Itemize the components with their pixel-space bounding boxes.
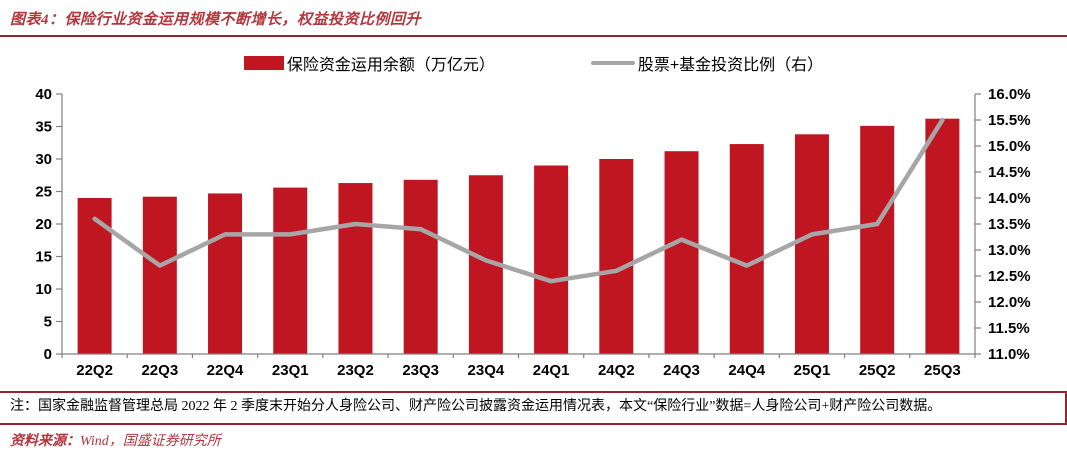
bar-24Q3 [664,151,699,354]
source-label: 资料来源： [10,434,80,449]
chart-legend: 保险资金运用余额（万亿元） 股票+基金投资比例（右） [0,37,1067,89]
left-tick-label: 20 [35,216,52,233]
left-tick-label: 30 [35,151,52,168]
bar-25Q2 [860,125,895,354]
right-tick-label: 12.0% [988,294,1031,311]
left-tick-label: 40 [35,89,52,103]
x-label-24Q2: 24Q2 [598,362,635,379]
right-tick-label: 14.0% [988,190,1031,207]
bar-series [77,118,960,354]
x-label-23Q2: 23Q2 [337,362,374,379]
x-label-23Q3: 23Q3 [402,362,439,379]
right-tick-label: 13.0% [988,242,1031,259]
right-tick-label: 16.0% [988,89,1031,103]
bar-series-label: 保险资金运用余额（万亿元） [286,57,495,74]
left-tick-label: 10 [35,281,52,298]
x-label-24Q4: 24Q4 [728,362,765,379]
axes [61,94,976,358]
x-label-25Q3: 25Q3 [924,362,961,379]
figure-title-row: 图表4：保险行业资金运用规模不断增长，权益投资比例回升 [0,0,1067,37]
left-tick-label: 15 [35,249,52,266]
legend-item-bar-series: 保险资金运用余额（万亿元） [243,51,495,75]
figure-source: 资料来源：Wind，国盛证券研究所 [0,425,1067,455]
source-text: Wind，国盛证券研究所 [80,434,221,449]
x-label-25Q1: 25Q1 [794,362,831,379]
bar-25Q3 [925,118,960,354]
bar-22Q2 [77,198,112,354]
right-tick-label: 15.5% [988,112,1031,129]
x-label-23Q4: 23Q4 [468,362,505,379]
right-tick-label: 13.5% [988,216,1031,233]
x-label-25Q2: 25Q2 [859,362,896,379]
line-series-swatch [590,61,635,65]
right-tick-label: 11.0% [988,346,1030,363]
bar-24Q2 [599,159,634,354]
left-tick-label: 35 [35,119,52,136]
bar-series-swatch [243,56,284,70]
line-series [92,117,945,284]
bar-24Q4 [729,144,764,354]
bar-23Q1 [273,187,308,354]
x-label-24Q1: 24Q1 [533,362,570,379]
right-tick-label: 15.0% [988,138,1031,155]
left-tick-label: 5 [44,314,52,331]
right-tick-label: 11.5% [988,320,1030,337]
figure-title: 图表4：保险行业资金运用规模不断增长，权益投资比例回升 [10,12,422,28]
left-tick-label: 0 [44,346,52,363]
chart-area: 0 5 10 15 20 25 30 35 40 11.0% 11.5% 12.0% 12.5% 13.0… [0,86,1067,391]
bar-25Q1 [794,134,829,354]
bar-22Q4 [208,193,243,354]
right-tick-label: 14.5% [988,164,1031,181]
bar-24Q1 [534,165,569,354]
x-label-23Q1: 23Q1 [272,362,309,379]
right-tick-label: 12.5% [988,268,1031,285]
combo-chart: 0 5 10 15 20 25 30 35 40 11.0% 11.5% 12.0% 12.5% 13.0… [35,86,1031,379]
line-series-label: 股票+基金投资比例（右） [637,57,824,74]
x-label-22Q2: 22Q2 [76,362,113,379]
note-text: 注：国家金融监督管理总局 2022 年 2 季度末开始分人身险公司、财产险公司披… [10,399,942,414]
x-axis-labels: 22Q2 22Q3 22Q4 23Q1 23Q2 23Q3 23Q4 24Q1 24Q2 24Q3… [76,362,960,379]
legend-item-line-series: 股票+基金投资比例（右） [590,51,824,75]
bar-23Q2 [338,183,373,354]
x-label-22Q4: 22Q4 [207,362,244,379]
bar-22Q3 [142,196,177,354]
figure-note: 注：国家金融监督管理总局 2022 年 2 季度末开始分人身险公司、财产险公司披… [0,391,1067,425]
bar-23Q3 [403,179,438,354]
left-tick-label: 25 [35,184,52,201]
x-label-22Q3: 22Q3 [141,362,178,379]
x-label-24Q3: 24Q3 [663,362,700,379]
left-axis-ticks: 0 5 10 15 20 25 30 35 40 [35,86,62,363]
right-axis-ticks: 11.0% 11.5% 12.0% 12.5% 13.0% 13.5% 14.0% 14.5%… [975,86,1031,363]
